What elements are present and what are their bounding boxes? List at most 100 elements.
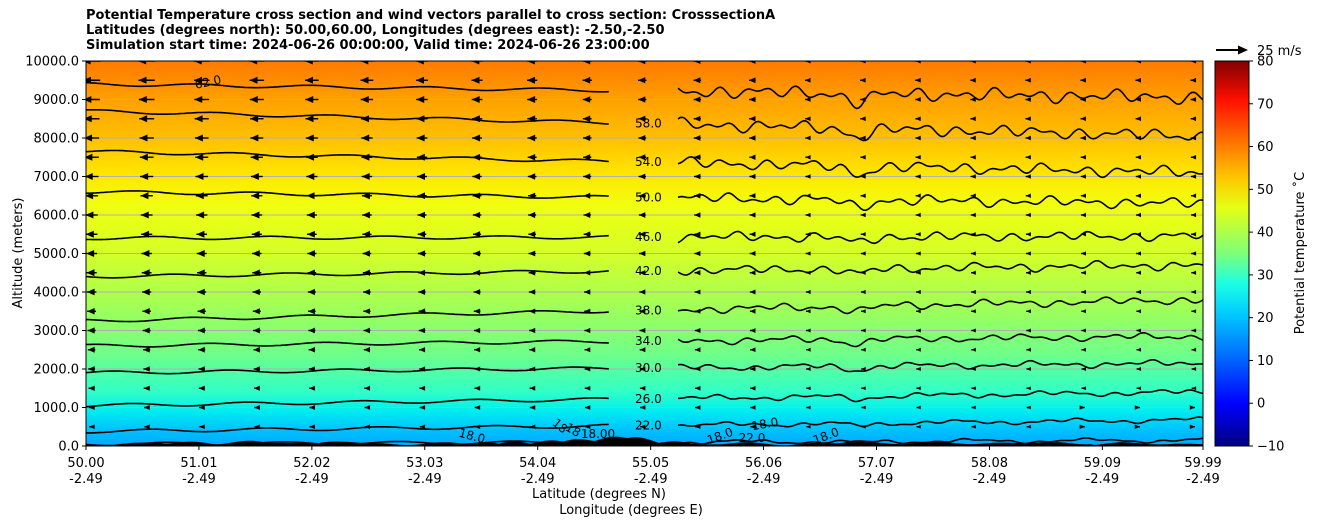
wind-vector-head [749, 115, 756, 122]
wind-vector-head [87, 327, 95, 334]
wind-vector-head [250, 153, 259, 161]
wind-vector-head [1136, 386, 1142, 391]
wind-vector-head [87, 346, 95, 353]
wind-vector-head [915, 212, 921, 218]
wind-vector-head [361, 173, 370, 180]
wind-vector-head [805, 212, 811, 218]
isotherm-line [86, 190, 609, 199]
wind-vector-head [804, 61, 811, 64]
wind-vector-head [418, 347, 426, 353]
wind-vector-head [1191, 309, 1197, 314]
isotherm-line [86, 397, 609, 408]
wind-vector-head [418, 327, 426, 334]
wind-vector-head [1026, 270, 1031, 275]
y-axis-label: Altitude (meters) [11, 198, 26, 309]
colorbar [1214, 60, 1250, 447]
wind-vector-head [861, 309, 866, 314]
wind-vector-head [250, 173, 259, 180]
x-tick-label-latitude: 59.09 [1084, 456, 1121, 471]
wind-vector-head [253, 346, 260, 353]
wind-vector-head [583, 212, 591, 218]
contour-label: 42.0 [635, 264, 662, 278]
x-tick-label-latitude: 59.99 [1184, 456, 1221, 471]
wind-vector-head [1135, 61, 1141, 64]
wind-vector-head [694, 270, 701, 276]
wind-vector-head [1025, 154, 1031, 160]
wind-vector-head [1025, 97, 1031, 102]
wind-vector-head [805, 251, 811, 256]
wind-vector-head [638, 96, 646, 103]
wind-vector-head [527, 192, 536, 199]
x-axis-ticks: 50.00-2.4951.01-2.4952.02-2.4953.03-2.49… [67, 446, 1222, 487]
wind-vector-head [1190, 61, 1197, 64]
colorbar-tick-label: 0 [1257, 397, 1265, 412]
wind-vector-head [140, 173, 149, 180]
wind-vector-head [1191, 251, 1197, 256]
wind-vector-head [417, 211, 426, 219]
wind-vector-head [473, 269, 481, 276]
isotherm-line [86, 423, 609, 434]
wind-vector-head [88, 404, 95, 411]
x-tick-label-longitude: -2.49 [860, 472, 894, 487]
wind-vector-head [1190, 97, 1197, 102]
wind-vector-head [251, 192, 260, 200]
wind-vector-head [750, 424, 756, 430]
wind-vector-head [971, 347, 976, 352]
wind-vector-head [528, 250, 536, 257]
x-tick-label-longitude: -2.49 [69, 472, 103, 487]
wind-vector-head [1025, 77, 1031, 83]
wind-vector-head [308, 308, 315, 315]
wind-vector-head [197, 327, 205, 334]
wind-vector-head [582, 115, 591, 122]
wind-vector-head [306, 211, 315, 219]
x-tick-label-latitude: 51.01 [180, 456, 217, 471]
wind-vector-head [198, 346, 205, 353]
wind-vector-head [1081, 289, 1086, 295]
wind-vector-head [472, 192, 481, 200]
wind-vector-head [750, 366, 756, 372]
wind-vector-head [638, 231, 646, 238]
wind-vector-head [971, 424, 976, 429]
wind-vector-head [1135, 193, 1141, 198]
wind-vector-head [971, 367, 976, 371]
wind-vector-head [971, 405, 976, 410]
wind-vector-head [915, 154, 921, 160]
wind-vector-head [860, 212, 866, 218]
wind-vector-head [471, 96, 480, 103]
wind-vector-head [1135, 212, 1141, 218]
wind-vector-head [970, 61, 976, 64]
wind-vector-head [1080, 77, 1086, 83]
wind-vector-head [971, 309, 976, 314]
wind-vector-head [639, 327, 646, 334]
wind-vector-head [474, 385, 481, 391]
y-tick-label: 9000.0 [34, 93, 80, 108]
wind-vector-head [805, 174, 811, 179]
wind-vector-head [527, 96, 536, 103]
wind-vector-head [695, 424, 701, 430]
wind-vector-head [472, 153, 481, 161]
wind-vector-head [472, 173, 481, 180]
wind-vector-head [473, 250, 481, 257]
wind-vector-head [970, 174, 976, 179]
colorbar-tick-label: 60 [1257, 140, 1274, 155]
wind-vector-head [529, 347, 536, 353]
wind-vector-head [915, 232, 921, 237]
wind-vector-head [1080, 174, 1086, 179]
wind-vector-head [582, 96, 591, 103]
isotherm-line [86, 109, 609, 125]
wind-vector-head [582, 134, 591, 142]
wind-vector-head [915, 193, 921, 198]
wind-vector-head [1081, 251, 1086, 256]
wind-vector-head [417, 231, 426, 238]
wind-vector-head [253, 385, 260, 391]
x-tick-label-longitude: -2.49 [295, 472, 329, 487]
wind-vector-head [971, 386, 976, 391]
chart-title: Potential Temperature cross section and … [86, 8, 775, 53]
isotherm-line [677, 85, 1203, 110]
wind-vector-head [1190, 77, 1197, 83]
wind-vector-head [694, 328, 701, 333]
contour-label: 54.0 [635, 155, 662, 169]
wind-vector-head [309, 385, 315, 391]
wind-vector-head [1136, 289, 1142, 295]
wind-vector-head [252, 308, 260, 315]
